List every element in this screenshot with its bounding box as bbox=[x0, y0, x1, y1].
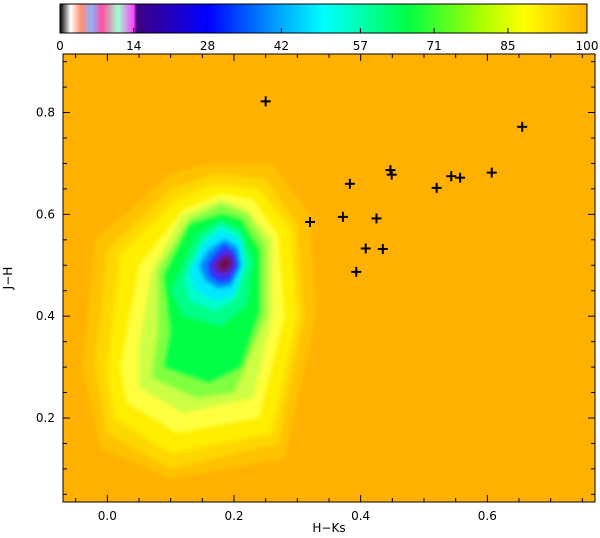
x-tick-label: 0.0 bbox=[98, 509, 117, 523]
data-point bbox=[455, 172, 466, 183]
data-point bbox=[260, 96, 271, 107]
colorbar-tick-label: 0 bbox=[56, 39, 64, 53]
data-point bbox=[385, 165, 396, 176]
data-point bbox=[431, 182, 442, 193]
colorbar-tick-label: 100 bbox=[576, 39, 599, 53]
y-tick-label: 0.6 bbox=[36, 207, 55, 221]
colorbar-tick-label: 71 bbox=[427, 39, 442, 53]
data-point bbox=[371, 213, 382, 224]
colorbar-gradient bbox=[59, 3, 588, 34]
plot-area: 0.0 0.2 0.4 0.6 0.2 0.4 0.6 0.8 bbox=[36, 53, 596, 523]
colorbar-ticks: 0 14 28 42 57 71 85 100 bbox=[56, 28, 598, 53]
y-tick-label: 0.8 bbox=[36, 106, 55, 120]
colorbar-tick-label: 42 bbox=[274, 39, 289, 53]
colorbar-tick-label: 85 bbox=[500, 39, 515, 53]
y-axis-label: J−H bbox=[1, 267, 15, 291]
colorbar-tick-label: 28 bbox=[200, 39, 215, 53]
data-point bbox=[305, 217, 315, 227]
density-contours bbox=[82, 163, 317, 480]
y-tick-label: 0.4 bbox=[36, 309, 55, 323]
data-point bbox=[486, 167, 497, 178]
colorbar-tick-label: 14 bbox=[126, 39, 141, 53]
x-tick-label: 0.6 bbox=[478, 509, 497, 523]
axis-ticks: 0.0 0.2 0.4 0.6 0.2 0.4 0.6 0.8 bbox=[36, 54, 595, 523]
data-point bbox=[386, 169, 397, 180]
x-tick-label: 0.2 bbox=[224, 509, 243, 523]
data-point bbox=[337, 211, 348, 222]
data-point bbox=[360, 243, 371, 254]
data-point bbox=[377, 243, 388, 254]
y-tick-label: 0.2 bbox=[36, 411, 55, 425]
colorbar-tick-label: 57 bbox=[353, 39, 368, 53]
data-point bbox=[344, 178, 355, 189]
data-points bbox=[260, 96, 528, 277]
data-point bbox=[517, 121, 528, 132]
contour-level-14 bbox=[216, 256, 232, 271]
colorbar: 0 14 28 42 57 71 85 100 bbox=[56, 3, 598, 53]
x-axis-label: H−Ks bbox=[312, 521, 345, 535]
data-point bbox=[351, 266, 362, 277]
data-point bbox=[446, 171, 457, 182]
x-tick-label: 0.4 bbox=[351, 509, 370, 523]
